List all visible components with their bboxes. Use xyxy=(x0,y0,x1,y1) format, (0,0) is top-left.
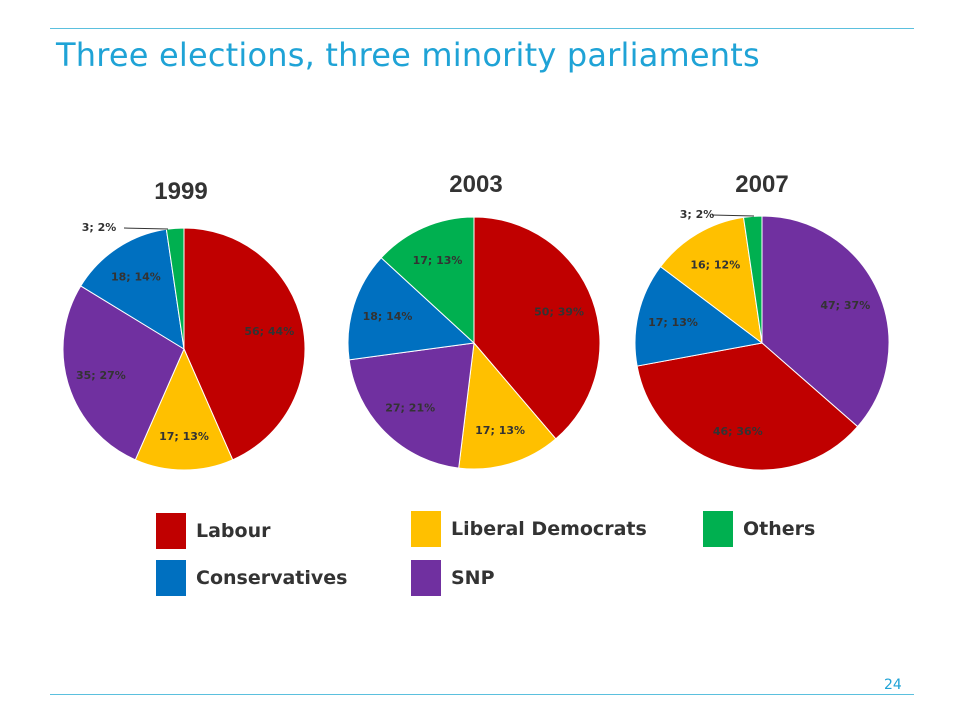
data-label: 35; 27% xyxy=(76,369,126,382)
pie-slice-labour xyxy=(183,227,306,461)
pie-slice-snp xyxy=(761,215,890,428)
data-label: 3; 2% xyxy=(680,208,715,221)
pie-chart-1999: 1999 56; 44% 17; 13% 35; 27% 18; 14% 3; 2% xyxy=(62,178,306,471)
pie-chart-2007: 2007 47; 37% 46; 36% 17; 13% 16; 12% 3; 2% xyxy=(634,171,890,471)
legend-swatch-others xyxy=(703,511,733,547)
top-rule xyxy=(50,28,914,29)
data-label: 17; 13% xyxy=(159,430,209,443)
data-label: 27; 21% xyxy=(385,402,435,415)
pie-chart-2003: 2003 50; 39% 17; 13% 27; 21% 18; 14% 17; 13% xyxy=(347,171,601,470)
data-label: 18; 14% xyxy=(363,310,413,323)
legend-swatch-snp xyxy=(411,560,441,596)
leader-line xyxy=(711,214,755,217)
pie-title: 2007 xyxy=(735,171,788,198)
data-label: 17; 13% xyxy=(413,254,463,267)
pie-slice-labour xyxy=(636,342,859,471)
data-label: 17; 13% xyxy=(648,316,698,329)
legend-label-liberal-democrats: Liberal Democrats xyxy=(451,518,647,540)
pie-title: 1999 xyxy=(154,178,207,205)
legend-label-labour: Labour xyxy=(196,520,271,542)
pie-slice-liberal-democrats xyxy=(659,216,763,345)
leader-line xyxy=(123,227,169,230)
data-label: 16; 12% xyxy=(690,258,740,271)
pie-slice-conservatives xyxy=(347,257,476,361)
pie-slice-liberal-democrats xyxy=(134,347,234,471)
pie-slice-snp xyxy=(62,285,185,461)
pie-slice-liberal-democrats xyxy=(458,341,557,470)
pie-title: 2003 xyxy=(449,171,502,198)
slide-title: Three elections, three minority parliame… xyxy=(56,36,760,74)
legend-label-snp: SNP xyxy=(451,567,495,589)
legend-label-others: Others xyxy=(743,518,816,540)
page-number: 24 xyxy=(884,677,902,693)
pie-slice-conservatives xyxy=(80,228,185,350)
data-label: 46; 36% xyxy=(713,425,763,438)
pie-slice-labour xyxy=(473,216,601,440)
data-label: 50; 39% xyxy=(534,306,584,319)
legend-swatch-conservatives xyxy=(156,560,186,596)
data-label: 18; 14% xyxy=(111,270,161,283)
data-label: 47; 37% xyxy=(820,299,870,312)
legend-swatch-labour xyxy=(156,513,186,549)
legend-label-conservatives: Conservatives xyxy=(196,567,348,589)
legend-swatch-liberal-democrats xyxy=(411,511,441,547)
pie-slice-others xyxy=(380,216,475,345)
data-label: 56; 44% xyxy=(244,325,294,338)
pie-slice-snp xyxy=(348,342,475,469)
pie-slice-conservatives xyxy=(634,265,764,367)
data-label: 3; 2% xyxy=(82,221,117,234)
bottom-rule xyxy=(50,694,914,695)
data-label: 17; 13% xyxy=(475,424,525,437)
